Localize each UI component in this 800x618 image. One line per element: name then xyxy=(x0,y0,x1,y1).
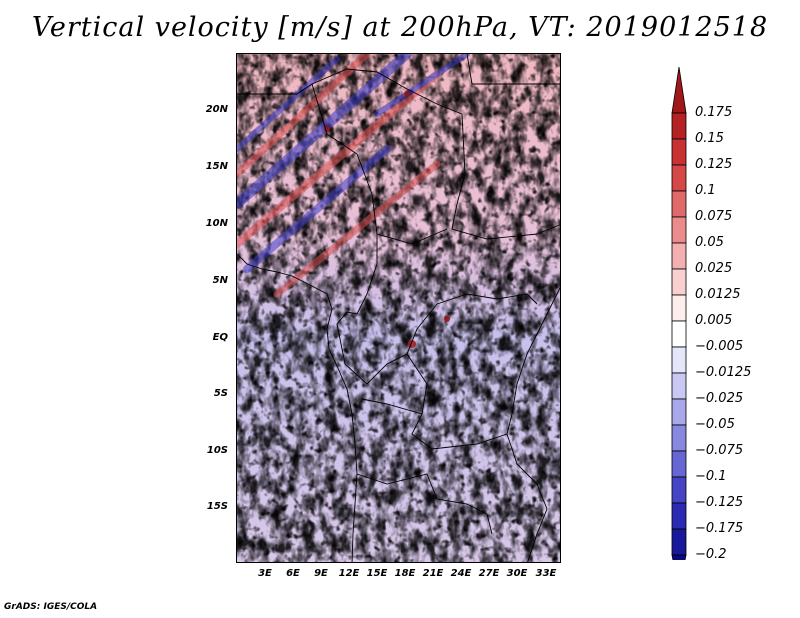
lat-label-5n: 5N xyxy=(212,275,228,286)
lon-label-9e: 9E xyxy=(314,568,328,579)
colorbar-swatch xyxy=(671,320,687,348)
colorbar-tick-label: −0.005 xyxy=(695,339,744,354)
lon-label-21e: 21E xyxy=(422,568,444,579)
map-title: Vertical velocity [m/s] at 200hPa, VT: 2… xyxy=(31,12,769,43)
colorbar-tick-label: −0.2 xyxy=(695,547,727,562)
footer-credit: GrADS: IGES/COLA xyxy=(4,602,98,612)
colorbar-tick-label: −0.125 xyxy=(695,495,744,510)
map-plot-area xyxy=(236,53,561,563)
colorbar-swatch xyxy=(671,528,687,556)
colorbar-tick-label: 0.175 xyxy=(695,105,733,120)
colorbar-tick-label: 0.125 xyxy=(695,157,733,172)
colorbar-tick-label: 0.005 xyxy=(695,313,733,328)
colorbar-swatch xyxy=(671,424,687,452)
lat-label-15s: 15S xyxy=(206,501,228,512)
lat-label-eq: EQ xyxy=(212,332,228,343)
colorbar-tick-label: 0.025 xyxy=(695,261,733,276)
colorbar-arrow-bottom xyxy=(671,554,687,560)
colorbar-swatch xyxy=(671,242,687,270)
colorbar-tick-label: 0.075 xyxy=(695,209,733,224)
lon-label-15e: 15E xyxy=(366,568,388,579)
lon-label-6e: 6E xyxy=(286,568,300,579)
lon-label-18e: 18E xyxy=(394,568,416,579)
colorbar-tick-label: 0.1 xyxy=(695,183,716,198)
lat-label-10s: 10S xyxy=(206,445,228,456)
colorbar-tick-label: −0.075 xyxy=(695,443,744,458)
lon-label-24e: 24E xyxy=(450,568,472,579)
colorbar-tick-label: 0.0125 xyxy=(695,287,741,302)
lat-label-10n: 10N xyxy=(205,218,228,229)
lon-label-3e: 3E xyxy=(258,568,272,579)
colorbar-swatch xyxy=(671,164,687,192)
lon-label-12e: 12E xyxy=(338,568,360,579)
colorbar-swatch xyxy=(671,502,687,530)
colorbar-swatch xyxy=(671,476,687,504)
colorbar-swatch xyxy=(671,346,687,374)
colorbar-tick-label: −0.025 xyxy=(695,391,744,406)
colorbar-swatch xyxy=(671,138,687,166)
lon-label-27e: 27E xyxy=(478,568,500,579)
colorbar-swatch xyxy=(671,216,687,244)
colorbar-swatch xyxy=(671,268,687,296)
lon-label-30e: 30E xyxy=(506,568,528,579)
colorbar-swatch xyxy=(671,190,687,218)
colorbar-swatch xyxy=(671,112,687,140)
colorbar-tick-label: −0.1 xyxy=(695,469,727,484)
colorbar xyxy=(671,66,687,560)
lon-label-33e: 33E xyxy=(535,568,557,579)
lat-label-20n: 20N xyxy=(205,104,228,115)
colorbar-tick-label: 0.05 xyxy=(695,235,724,250)
colorbar-tick-label: −0.0125 xyxy=(695,365,752,380)
colorbar-swatch xyxy=(671,450,687,478)
colorbar-arrow-top xyxy=(671,66,687,114)
vertical-velocity-field xyxy=(237,54,560,562)
colorbar-tick-label: −0.175 xyxy=(695,521,744,536)
colorbar-swatch xyxy=(671,294,687,322)
colorbar-tick-label: 0.15 xyxy=(695,131,724,146)
colorbar-swatch xyxy=(671,398,687,426)
lat-label-15n: 15N xyxy=(205,161,228,172)
lat-label-5s: 5S xyxy=(213,388,228,399)
colorbar-swatch xyxy=(671,372,687,400)
colorbar-tick-label: −0.05 xyxy=(695,417,735,432)
